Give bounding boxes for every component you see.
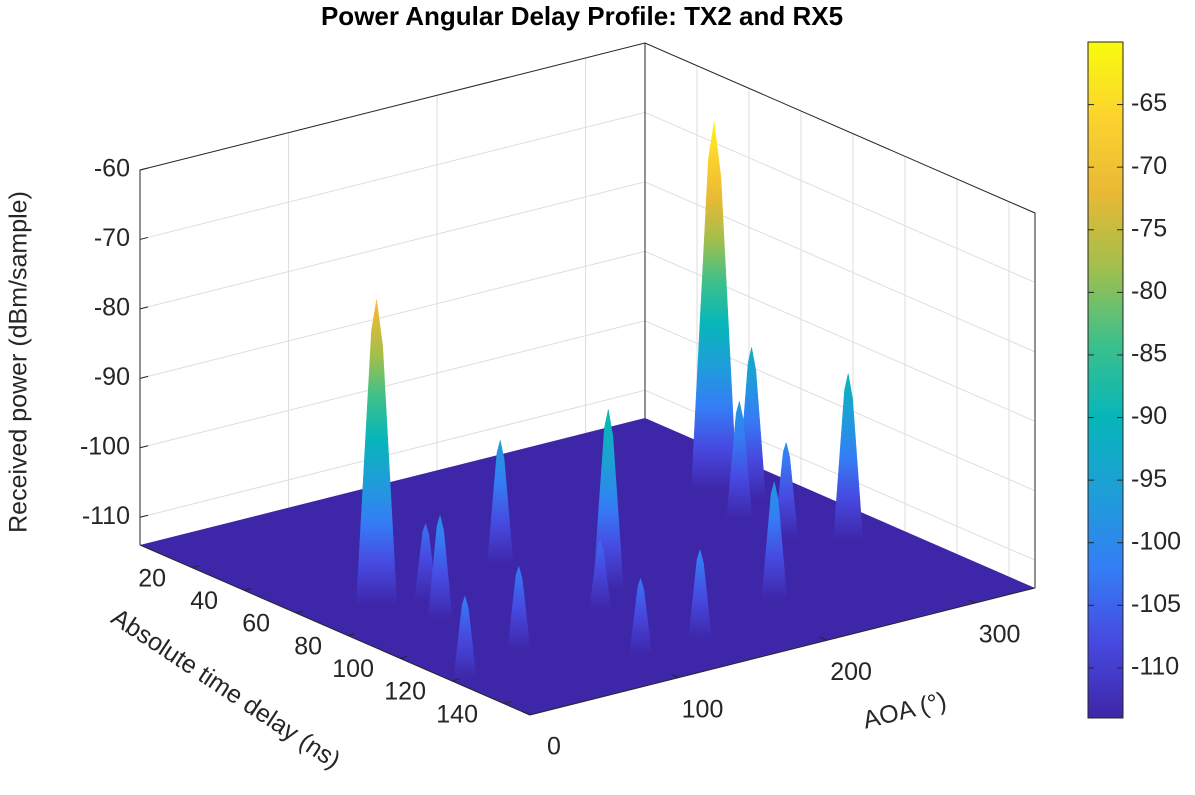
- colorbar-tick-label: -110: [1131, 653, 1179, 681]
- surface-peak: [688, 548, 712, 644]
- y-tick: [968, 599, 976, 604]
- colorbar-tick-label: -75: [1131, 214, 1167, 242]
- x-tick: [347, 633, 356, 637]
- surface-peak: [453, 595, 477, 683]
- surface-peak: [356, 299, 398, 609]
- z-tick-label: -70: [94, 224, 130, 252]
- x-tick-label: 140: [436, 700, 478, 728]
- x-tick-label: 100: [332, 655, 374, 683]
- x-tick: [191, 565, 200, 569]
- colorbar-tick-label: -85: [1131, 340, 1167, 368]
- back-wall-left: [140, 43, 645, 545]
- z-axis-label: Received power (dBm/sample): [5, 191, 33, 533]
- z-tick-label: -90: [94, 363, 130, 391]
- surface-peak: [726, 401, 753, 523]
- surface-peak: [761, 481, 788, 604]
- surface-peak: [589, 539, 612, 614]
- y-tick-label: 200: [830, 658, 872, 686]
- x-tick: [243, 587, 252, 591]
- y-tick-label: 300: [979, 621, 1021, 649]
- surface-peak: [774, 441, 799, 544]
- x-tick: [399, 655, 408, 659]
- surface-peak: [486, 440, 514, 569]
- z-tick-label: -110: [82, 502, 130, 530]
- colorbar-tick-label: -95: [1131, 465, 1167, 493]
- surface-peak: [427, 514, 453, 623]
- z-tick: [139, 167, 149, 171]
- x-tick-label: 40: [190, 587, 218, 615]
- x-tick: [295, 610, 304, 614]
- z-tick: [139, 445, 149, 449]
- z-tick: [139, 236, 149, 240]
- colorbar-tick-label: -70: [1131, 152, 1167, 180]
- z-tick: [139, 306, 149, 310]
- x-tick: [503, 701, 512, 705]
- colorbar-tick-label: -105: [1131, 590, 1181, 618]
- colorbar: [1087, 41, 1124, 719]
- z-tick: [139, 375, 149, 379]
- z-tick-label: -100: [80, 432, 130, 460]
- surface-peak: [414, 522, 437, 604]
- y-axis-label: AOA (°): [860, 687, 949, 735]
- y-tick-label: 0: [547, 733, 561, 761]
- y-tick: [819, 636, 828, 641]
- surface-peak: [629, 577, 652, 659]
- colorbar-tick-label: -80: [1131, 277, 1167, 305]
- colorbar-tick-label: -100: [1131, 527, 1181, 555]
- z-tick: [139, 514, 149, 518]
- colorbar-tick-label: -65: [1131, 89, 1167, 117]
- colorbar-tick-label: -90: [1131, 402, 1167, 430]
- x-axis-label: Absolute time delay (ns): [106, 603, 345, 774]
- z-tick-label: -60: [94, 155, 130, 183]
- y-tick: [671, 674, 679, 679]
- x-tick-label: 80: [294, 632, 322, 660]
- surface-peak: [833, 373, 864, 544]
- x-tick: [451, 678, 460, 682]
- y-tick: [522, 711, 531, 716]
- y-tick-label: 100: [682, 695, 724, 723]
- z-tick-label: -80: [94, 293, 130, 321]
- x-tick-label: 60: [242, 610, 270, 638]
- surface-peak: [691, 121, 738, 494]
- chart-title: Power Angular Delay Profile: TX2 and RX5: [321, 1, 843, 31]
- x-tick-label: 20: [138, 564, 166, 592]
- surface-peak: [507, 565, 531, 654]
- x-tick-label: 120: [384, 678, 426, 706]
